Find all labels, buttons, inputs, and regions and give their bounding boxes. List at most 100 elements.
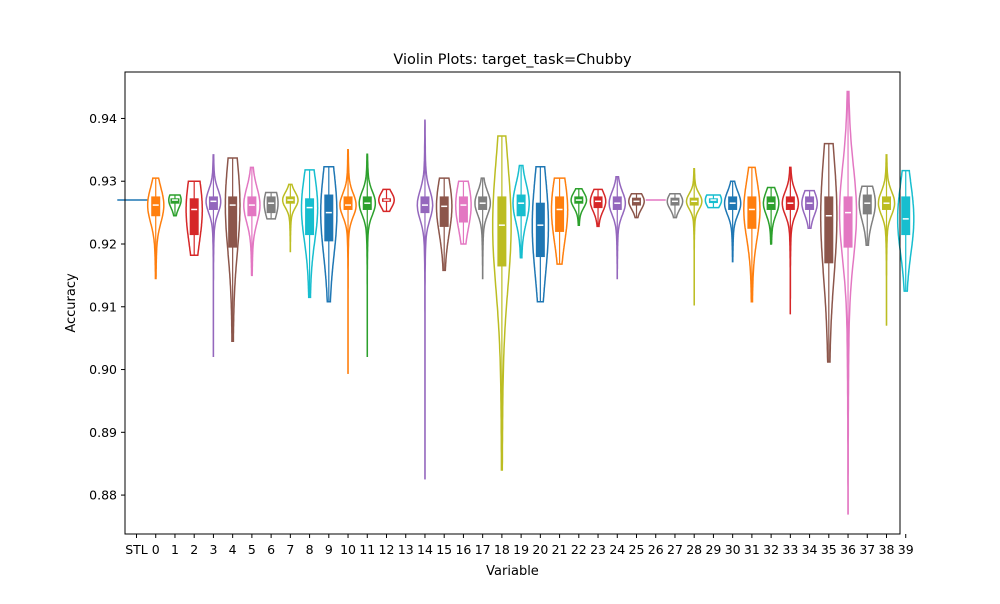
x-tick-label: 29 [705, 542, 721, 557]
violin-38 [877, 154, 896, 326]
violin-12 [378, 188, 395, 213]
violin-21 [550, 177, 569, 265]
violin-34 [801, 189, 819, 230]
violin-32 [762, 186, 780, 245]
violin-19 [512, 164, 530, 259]
y-axis: 0.88 0.89 0.90 0.91 0.92 0.93 0.94 [89, 111, 125, 503]
violin-22 [570, 188, 588, 226]
x-tick-label: 2 [190, 542, 198, 557]
x-tick-label: 13 [398, 542, 414, 557]
violin-iqr-box [862, 194, 872, 215]
x-tick-label: 6 [267, 542, 275, 557]
violin-16 [454, 180, 472, 245]
violin-11 [358, 153, 377, 357]
y-tick-label: 0.92 [89, 236, 117, 251]
x-tick-label: 15 [436, 542, 452, 557]
y-tick-label: 0.89 [89, 425, 117, 440]
x-tick-label: 9 [325, 542, 333, 557]
x-tick-label: 39 [898, 542, 914, 557]
x-tick-label: 22 [571, 542, 587, 557]
x-tick-label: 24 [609, 542, 625, 557]
violin-27 [666, 193, 684, 219]
x-tick-label: 34 [802, 542, 818, 557]
violin-7 [281, 183, 299, 253]
x-tick-label: 8 [306, 542, 314, 557]
plot-frame [124, 71, 901, 535]
violin-4 [224, 157, 241, 343]
violin-iqr-box [843, 196, 853, 248]
y-tick-label: 0.88 [89, 488, 117, 503]
violin-29 [704, 194, 723, 209]
x-tick-label: 37 [859, 542, 875, 557]
violin-35 [819, 142, 838, 363]
violin-39 [896, 169, 915, 292]
y-axis-label: Accuracy [64, 273, 79, 333]
violin-10 [339, 149, 357, 374]
x-tick-label: 35 [821, 542, 837, 557]
violin-iqr-box [247, 196, 257, 217]
violin-15 [435, 177, 453, 272]
x-tick-label: 30 [725, 542, 741, 557]
x-tick-label: 23 [590, 542, 606, 557]
violin-iqr-box [555, 196, 565, 232]
violin-36 [838, 90, 858, 515]
x-axis: STL 0 1 2 3 4 5 6 7 8 9 10 11 12 13 14 15 16 17 18 19 20 21 22 2… [125, 534, 914, 557]
violin-28 [685, 167, 703, 306]
violin-iqr-box [208, 196, 218, 210]
violin-23 [589, 188, 607, 228]
violin-iqr-box [516, 194, 526, 217]
violin-18 [491, 135, 512, 471]
violin-iqr-box [535, 202, 545, 258]
x-tick-label: 7 [286, 542, 294, 557]
violin-iqr-box [189, 198, 199, 236]
y-tick-label: 0.94 [89, 111, 117, 126]
violin-iqr-box [228, 196, 238, 248]
violin-25 [628, 193, 645, 219]
violin-3 [205, 154, 222, 357]
violin-iqr-box [343, 196, 353, 210]
y-tick-label: 0.91 [89, 299, 117, 314]
violin-17 [474, 177, 492, 280]
violin-30 [723, 180, 742, 263]
x-tick-label: 26 [648, 542, 664, 557]
violin-iqr-box [266, 196, 276, 214]
x-tick-label: 1 [171, 542, 179, 557]
violin-iqr-box [901, 196, 911, 236]
violin-0 [146, 177, 165, 280]
violin-layer [117, 90, 915, 515]
violin-6 [263, 191, 279, 220]
x-tick-label: 31 [744, 542, 760, 557]
x-tick-label: 25 [629, 542, 645, 557]
x-tick-label: 36 [840, 542, 856, 557]
violin-20 [531, 166, 550, 303]
violin-iqr-box [824, 196, 834, 264]
chart-title: Violin Plots: target_task=Chubby [393, 52, 632, 68]
violin-37 [858, 185, 877, 247]
violin-iqr-box [747, 196, 757, 229]
violin-iqr-box [593, 196, 603, 209]
x-tick-label: 5 [248, 542, 256, 557]
y-tick-label: 0.93 [89, 174, 117, 189]
x-tick-label: 20 [532, 542, 548, 557]
violin-iqr-box [439, 196, 449, 227]
violin-31 [743, 166, 761, 303]
violin-iqr-box [305, 198, 315, 236]
violin-iqr-box [497, 196, 507, 267]
x-tick-label: 12 [379, 542, 395, 557]
violin-9 [319, 166, 338, 303]
violin-2 [185, 180, 204, 257]
violin-iqr-box [458, 196, 468, 223]
violin-8 [300, 169, 319, 299]
x-tick-label: 33 [782, 542, 798, 557]
x-tick-label: 28 [686, 542, 702, 557]
x-tick-label: 16 [455, 542, 471, 557]
x-tick-label: 17 [475, 542, 491, 557]
violin-14 [416, 119, 434, 480]
x-tick-label: 19 [513, 542, 529, 557]
x-tick-label: 11 [359, 542, 375, 557]
x-tick-label: 21 [552, 542, 568, 557]
y-tick-label: 0.90 [89, 362, 117, 377]
violin-5 [243, 166, 261, 277]
violin-iqr-box [151, 196, 161, 217]
